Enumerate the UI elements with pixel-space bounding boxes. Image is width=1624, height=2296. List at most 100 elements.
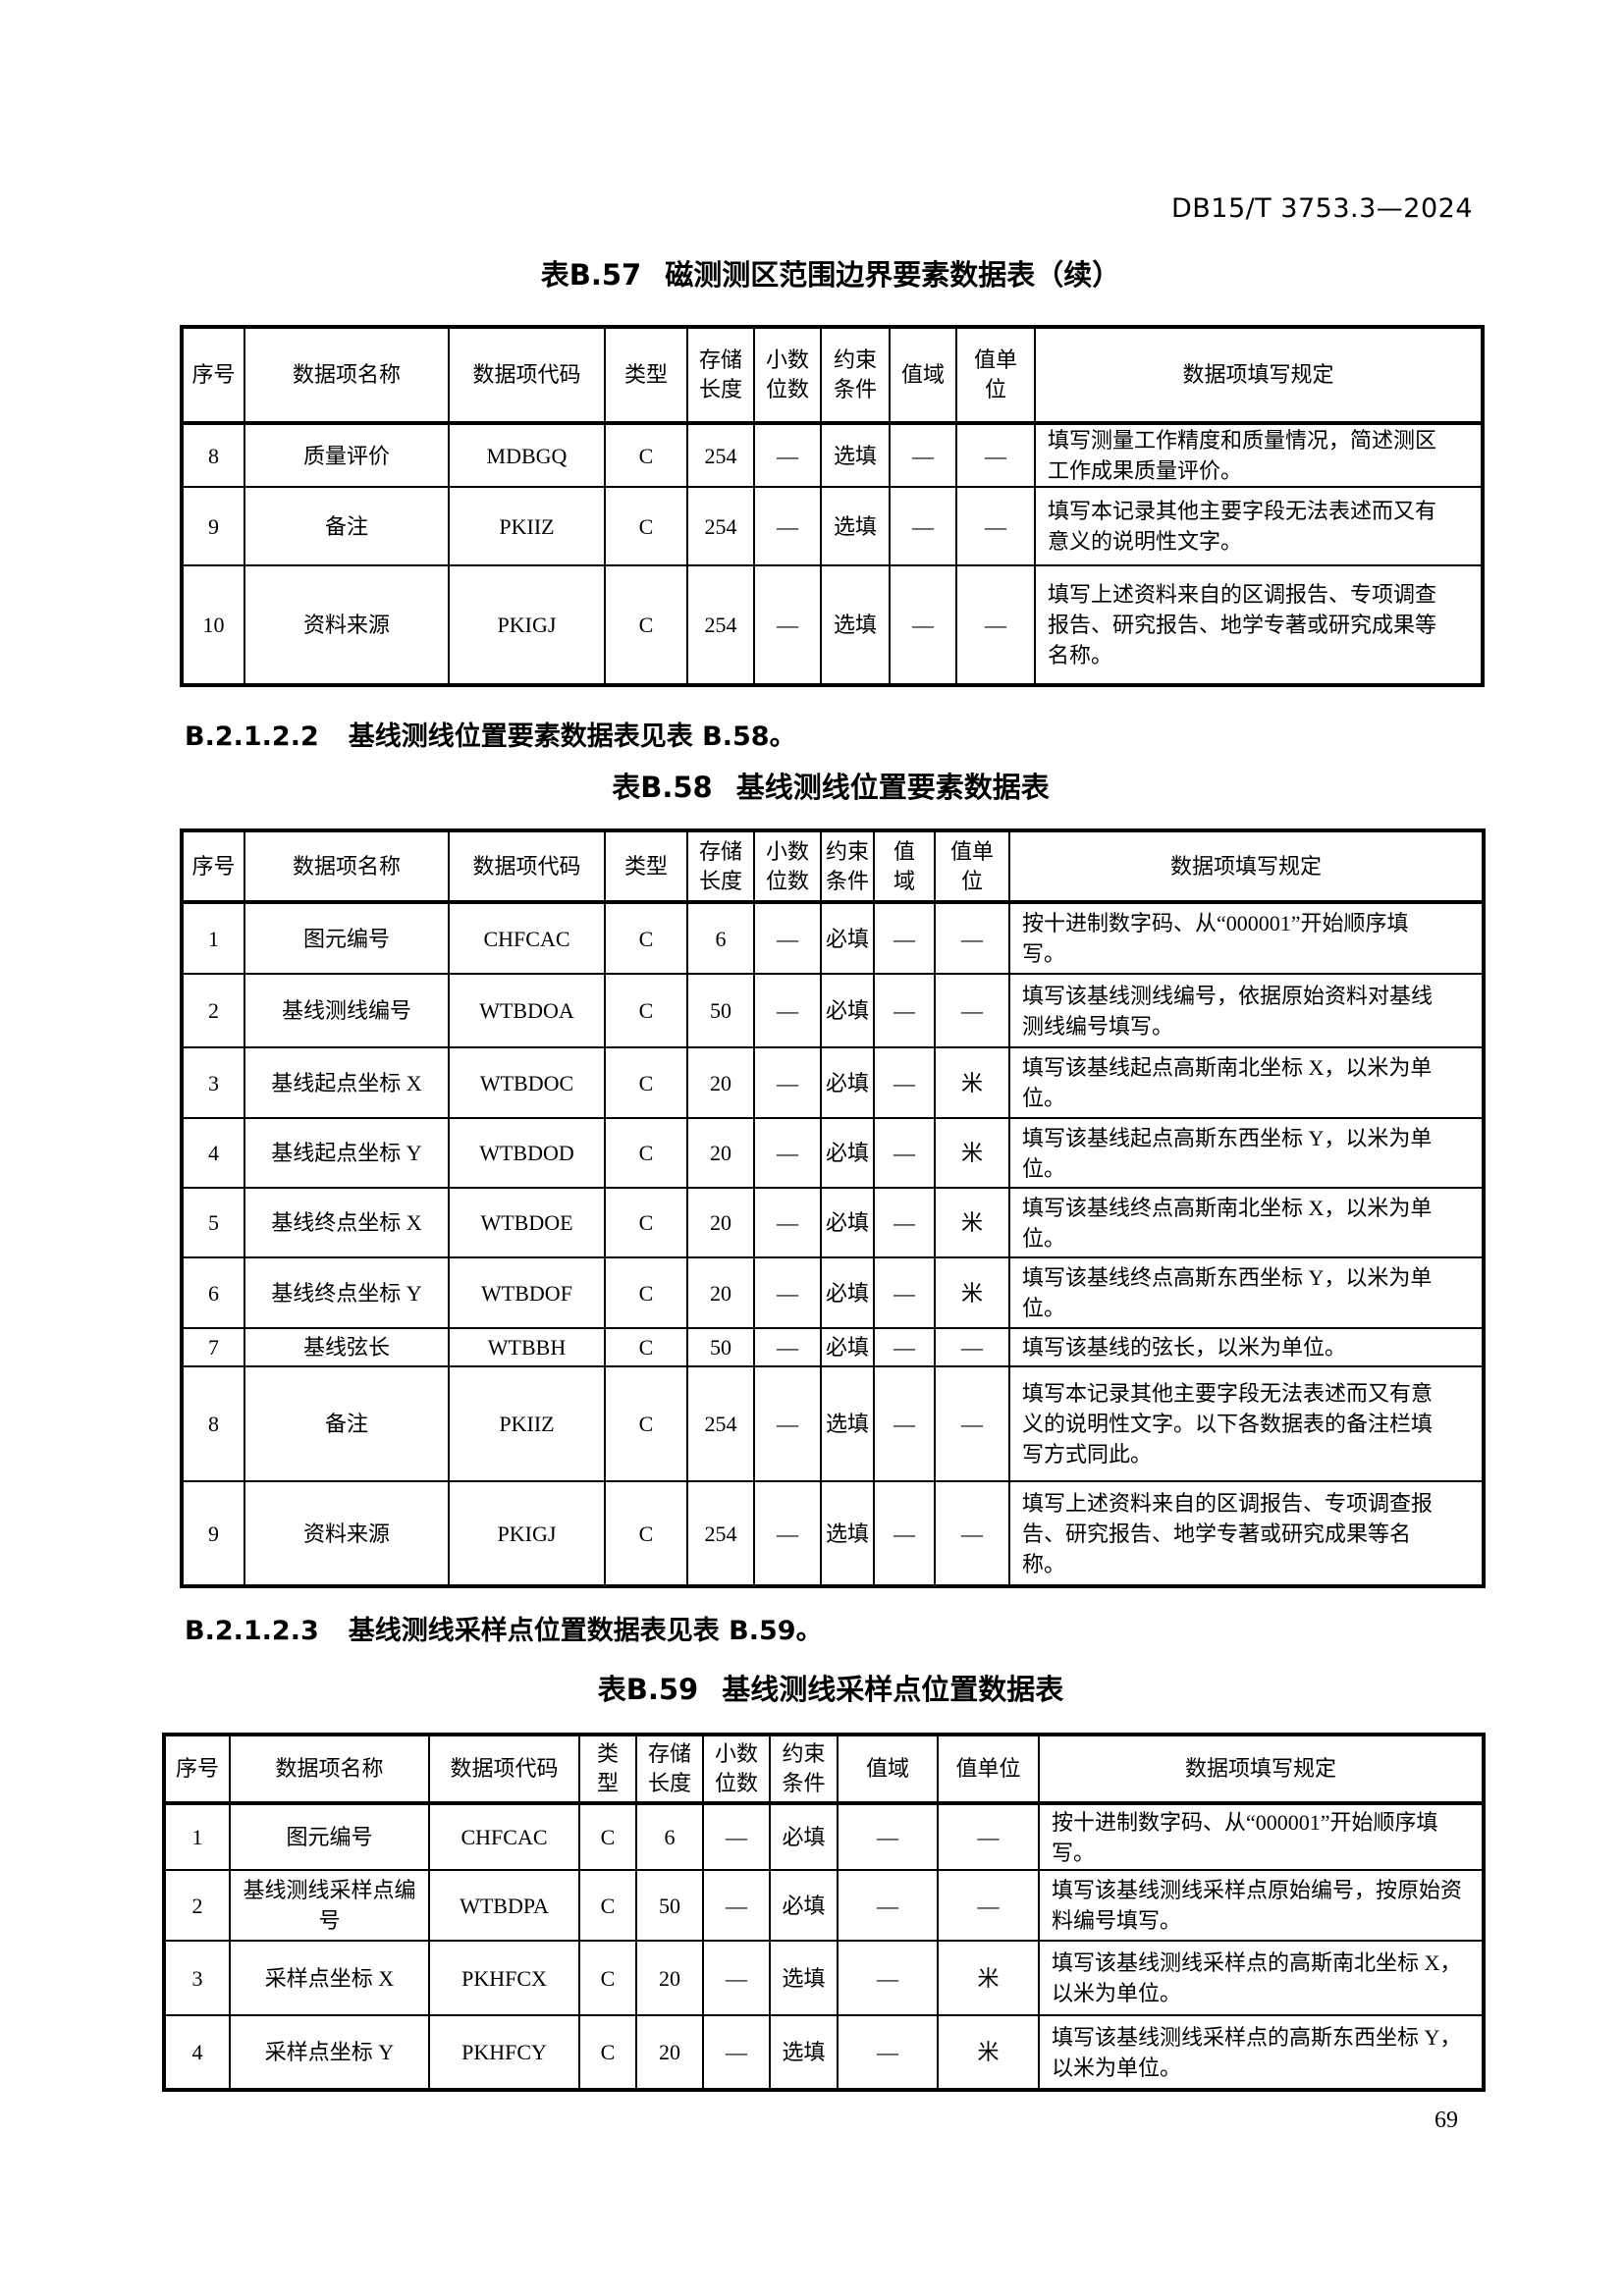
col-header-unit: 值单 位 <box>955 326 1036 425</box>
cell-seq: 1 <box>181 901 245 975</box>
cell-constraint: 选填 <box>769 1940 839 2016</box>
cell-seq: 7 <box>181 1327 245 1367</box>
table-b57-title-text: 磁测测区范围边界要素数据表（续） <box>665 258 1121 292</box>
cell-length: 20 <box>686 1187 755 1258</box>
table-row: 5 基线终点坐标 X WTBDOE C 20— 必填 — 米填写该基线终点高斯南北坐标 X，以… <box>181 1187 1485 1258</box>
cell-code: PKHFCX <box>428 1940 580 2016</box>
table-b59: 序号 数据项名称 数据项代码 类 型 存储 长度 小数 位数 约束 条件 值域 … <box>162 1733 1486 2092</box>
cell-length: 20 <box>635 1940 704 2016</box>
cell-range: — <box>873 1480 936 1587</box>
cell-constraint: 选填 <box>820 564 891 686</box>
cell-type: C <box>578 1802 637 1871</box>
cell-range: — <box>837 1940 939 2016</box>
cell-name: 质量评价 <box>244 422 450 488</box>
table-row: 9 资料来源 PKIGJ C 254— 选填 — — 填写上述资料来自的区调报告、专项调查报告、… <box>181 1480 1485 1587</box>
cell-regulation: 填写上述资料来自的区调报告、专项调查报告、研究报告、地学专著或研究成果等名称。 <box>1034 564 1484 686</box>
cell-constraint: 选填 <box>769 2014 839 2091</box>
table-row: 1 图元编号 CHFCAC C 6— 必填 — — 按十进制数字码、从“000001”开始顺序填… <box>181 901 1485 975</box>
cell-type: C <box>604 901 688 975</box>
cell-code: CHFCAC <box>448 901 606 975</box>
cell-unit: 米 <box>937 1940 1040 2016</box>
col-header-type: 类 型 <box>578 1734 637 1805</box>
cell-regulation: 填写该基线终点高斯南北坐标 X，以米为单位。 <box>1008 1187 1485 1258</box>
cell-seq: 9 <box>181 486 245 566</box>
cell-type: C <box>604 1327 688 1367</box>
cell-name: 基线终点坐标 X <box>244 1187 450 1258</box>
cell-code: WTBDOC <box>448 1046 606 1119</box>
cell-length: 254 <box>686 1365 755 1482</box>
cell-type: C <box>604 973 688 1048</box>
col-header-constraint: 约束 条件 <box>820 829 875 904</box>
table-row: 9 备注 PKIIZ C 254— 选填 — — 填写本记录其他主要字段无法表述而又有意义的说明… <box>181 486 1484 566</box>
cell-decimals: — <box>753 1327 822 1367</box>
cell-type: C <box>604 564 688 686</box>
cell-constraint: 必填 <box>820 1327 875 1367</box>
cell-constraint: 必填 <box>820 1187 875 1258</box>
cell-code: WTBDOE <box>448 1187 606 1258</box>
cell-code: MDBGQ <box>448 422 606 488</box>
cell-name: 基线终点坐标 Y <box>244 1256 450 1329</box>
table-row: 7 基线弦长 WTBBH C 50— 必填 — — 填写该基线的弦长，以米为单位。 <box>181 1327 1485 1367</box>
cell-constraint: 必填 <box>820 901 875 975</box>
cell-unit: — <box>934 1365 1010 1482</box>
cell-code: CHFCAC <box>428 1802 580 1871</box>
cell-regulation: 填写该基线起点高斯东西坐标 Y，以米为单位。 <box>1008 1117 1485 1189</box>
cell-range: — <box>873 1187 936 1258</box>
table-row: 3 采样点坐标 X PKHFCX C 20— 选填 — 米填写该基线测线采样点的高斯南北坐标 … <box>163 1940 1485 2016</box>
table-row: 4 采样点坐标 Y PKHFCY C 20— 选填 — 米填写该基线测线采样点的高斯东西坐标 … <box>163 2014 1485 2091</box>
table-b59-title-text: 基线测线采样点位置数据表 <box>722 1673 1064 1706</box>
cell-constraint: 必填 <box>820 1117 875 1189</box>
col-header-name: 数据项名称 <box>229 1734 430 1805</box>
cell-constraint: 选填 <box>820 422 891 488</box>
cell-unit: — <box>934 973 1010 1048</box>
cell-constraint: 选填 <box>820 1365 875 1482</box>
cell-length: 254 <box>686 486 755 566</box>
col-header-range: 值域 <box>889 326 957 425</box>
col-header-decimals: 小数 位数 <box>702 1734 771 1805</box>
cell-decimals: — <box>702 1802 771 1871</box>
cell-decimals: — <box>753 1480 822 1587</box>
cell-unit: — <box>934 1327 1010 1367</box>
cell-unit: 米 <box>934 1046 1010 1119</box>
table-b58-title-text: 基线测线位置要素数据表 <box>735 771 1050 804</box>
table-row: 3 基线起点坐标 X WTBDOC C 20— 必填 — 米填写该基线起点高斯南北坐标 X，以… <box>181 1046 1485 1119</box>
cell-constraint: 必填 <box>769 1869 839 1942</box>
cell-regulation: 按十进制数字码、从“000001”开始顺序填写。 <box>1038 1802 1485 1871</box>
col-header-length: 存储 长度 <box>686 326 755 425</box>
table-header-row: 序号 数据项名称 数据项代码 类型 存储 长度 小数 位数 约束 条件 值 域 … <box>181 829 1485 904</box>
cell-length: 6 <box>635 1802 704 1871</box>
cell-unit: 米 <box>934 1187 1010 1258</box>
cell-code: PKIIZ <box>448 1365 606 1482</box>
cell-constraint: 选填 <box>820 1480 875 1587</box>
col-header-name: 数据项名称 <box>244 829 450 904</box>
cell-unit: — <box>934 1480 1010 1587</box>
cell-length: 20 <box>686 1117 755 1189</box>
cell-type: C <box>604 1046 688 1119</box>
cell-regulation: 填写该基线测线采样点的高斯南北坐标 X，以米为单位。 <box>1038 1940 1485 2016</box>
cell-constraint: 选填 <box>820 486 891 566</box>
cell-code: WTBDOD <box>448 1117 606 1189</box>
cell-seq: 8 <box>181 422 245 488</box>
clause-number: B.2.1.2.3 <box>185 1616 319 1646</box>
cell-type: C <box>604 1187 688 1258</box>
cell-name: 图元编号 <box>244 901 450 975</box>
col-header-name: 数据项名称 <box>244 326 450 425</box>
cell-name: 基线测线编号 <box>244 973 450 1048</box>
cell-length: 20 <box>686 1256 755 1329</box>
cell-name: 基线测线采样点编号 <box>229 1869 430 1942</box>
cell-regulation: 填写该基线测线采样点的高斯东西坐标 Y，以米为单位。 <box>1038 2014 1485 2091</box>
cell-name: 资料来源 <box>244 1480 450 1587</box>
cell-range: — <box>837 1869 939 1942</box>
cell-regulation: 填写本记录其他主要字段无法表述而又有意义的说明性文字。以下各数据表的备注栏填写方… <box>1008 1365 1485 1482</box>
cell-length: 20 <box>635 2014 704 2091</box>
cell-range: — <box>889 422 957 488</box>
cell-constraint: 必填 <box>820 1256 875 1329</box>
cell-decimals: — <box>753 1046 822 1119</box>
col-header-length: 存储 长度 <box>635 1734 704 1805</box>
col-header-regulation: 数据项填写规定 <box>1008 829 1485 904</box>
col-header-unit: 值单 位 <box>934 829 1010 904</box>
cell-range: — <box>837 1802 939 1871</box>
cell-length: 50 <box>686 973 755 1048</box>
cell-type: C <box>604 1256 688 1329</box>
